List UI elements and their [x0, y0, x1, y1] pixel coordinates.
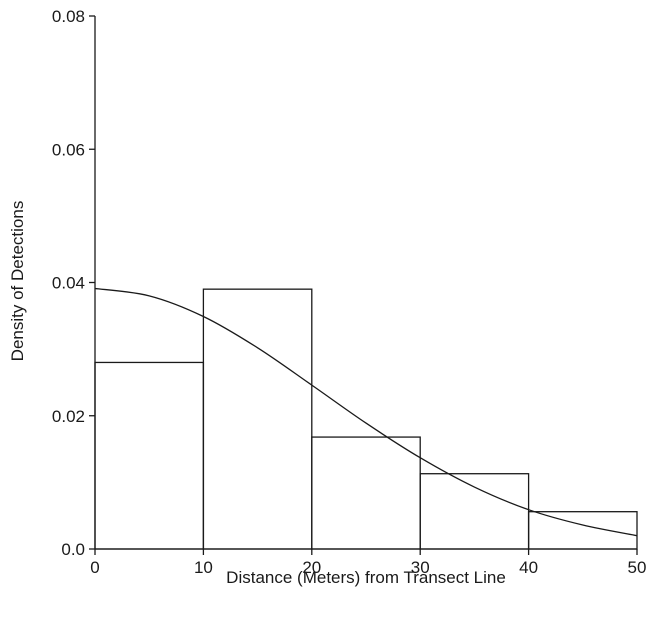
- y-axis-label: Density of Detections: [8, 201, 27, 362]
- axis-ticks: 0 10 20 30 40 50 0.0 0.02 0.04 0.06 0.08: [52, 7, 647, 577]
- x-tick-label: 10: [194, 558, 213, 577]
- y-tick-label: 0.02: [52, 407, 85, 426]
- x-tick-label: 50: [628, 558, 647, 577]
- y-tick-label: 0.0: [61, 540, 85, 559]
- histogram-bars: [94, 288, 638, 550]
- histogram-bar-4: [527, 511, 638, 550]
- fitted-curve-layer: [94, 287, 638, 537]
- histogram-bar-3: [419, 473, 530, 550]
- x-tick-label: 0: [90, 558, 99, 577]
- y-tick-label: 0.04: [52, 274, 85, 293]
- x-axis-label: Distance (Meters) from Transect Line: [226, 568, 506, 587]
- y-tick-label: 0.08: [52, 7, 85, 26]
- x-tick-label: 30: [411, 558, 430, 577]
- histogram-bar-0: [94, 361, 205, 550]
- x-tick-label: 40: [519, 558, 538, 577]
- histogram-bar-1: [202, 288, 313, 550]
- fitted-curve: [94, 287, 638, 537]
- x-tick-label: 20: [302, 558, 321, 577]
- histogram-bar-2: [311, 436, 421, 550]
- axes-frame: [94, 16, 637, 550]
- y-tick-label: 0.06: [52, 140, 85, 159]
